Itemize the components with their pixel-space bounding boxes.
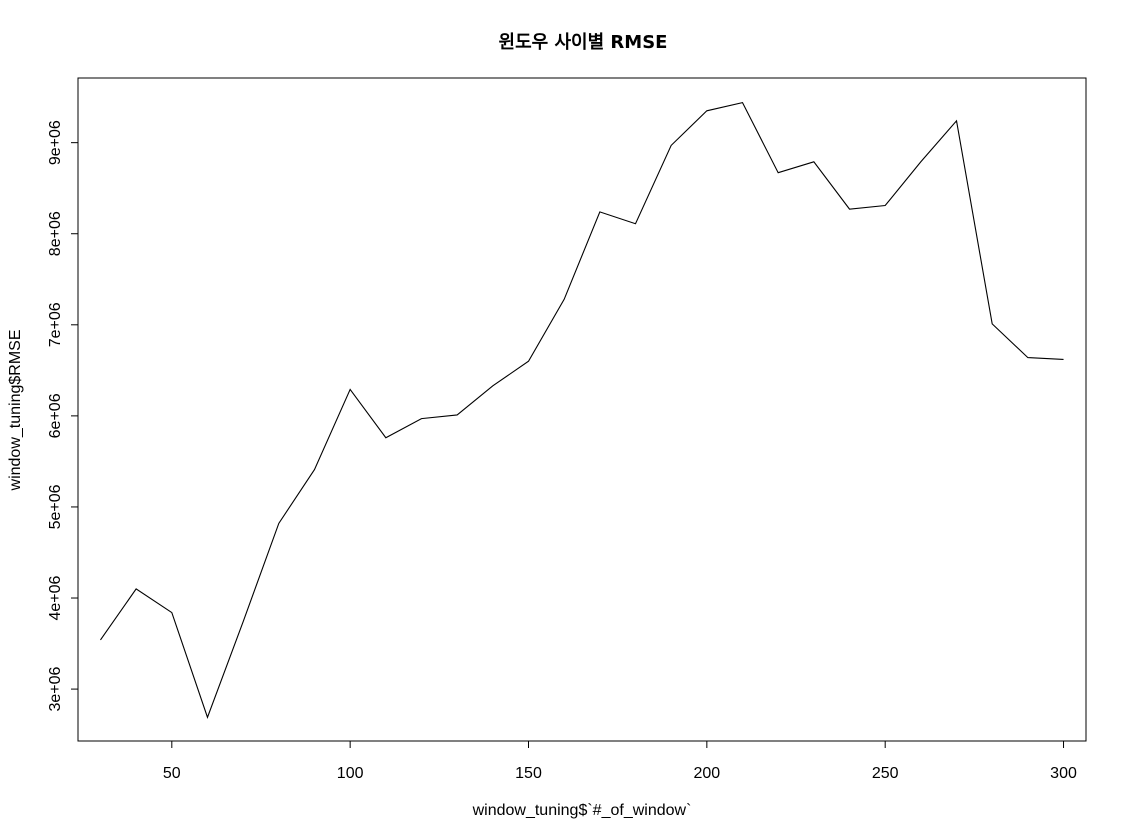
y-tick-label: 8e+06 <box>47 211 64 256</box>
y-tick-label: 5e+06 <box>47 484 64 529</box>
x-tick-label: 300 <box>1050 765 1077 782</box>
y-tick-label: 4e+06 <box>47 575 64 620</box>
y-axis: 3e+06 4e+06 5e+06 6e+06 7e+06 8e+06 9e+06 <box>47 120 79 712</box>
plot-frame <box>77 77 1087 742</box>
x-tick-label: 50 <box>163 765 181 782</box>
y-axis-label: window_tuning$RMSE <box>7 330 24 492</box>
y-tick-label: 6e+06 <box>47 393 64 438</box>
x-axis-label: window_tuning$`#_of_window` <box>472 802 692 819</box>
y-tick-label: 9e+06 <box>47 120 64 165</box>
x-tick-label: 200 <box>693 765 720 782</box>
y-tick-label: 3e+06 <box>47 667 64 712</box>
chart-title: 윈도우 사이별 RMSE <box>499 32 668 53</box>
y-tick-label: 7e+06 <box>47 302 64 347</box>
x-axis: 50 100 150 200 250 300 <box>163 740 1077 782</box>
series-line-rmse <box>100 101 1064 719</box>
x-tick-label: 150 <box>515 765 542 782</box>
x-tick-label: 100 <box>337 765 364 782</box>
x-tick-label: 250 <box>872 765 899 782</box>
